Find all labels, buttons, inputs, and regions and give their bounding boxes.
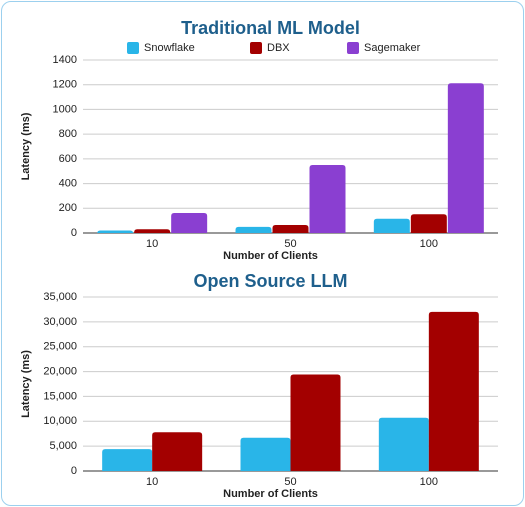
bar: [235, 226, 272, 233]
y-tick-label: 15,000: [43, 390, 77, 402]
y-tick-label: 200: [59, 202, 77, 214]
x-tick-label: 50: [284, 476, 296, 488]
legend-swatch: [347, 42, 359, 54]
legend-label: DBX: [267, 42, 290, 54]
x-tick-label: 100: [420, 238, 438, 250]
y-tick-label: 1200: [53, 79, 77, 91]
y-tick-label: 600: [59, 153, 77, 165]
x-axis-title: Number of Clients: [223, 488, 318, 500]
y-tick-label: 25,000: [43, 341, 77, 353]
x-tick-label: 10: [146, 476, 158, 488]
bar: [290, 374, 341, 471]
y-tick-label: 35,000: [43, 291, 77, 303]
bar: [428, 311, 479, 471]
y-tick-label: 0: [71, 227, 77, 239]
bar: [447, 83, 484, 233]
x-tick-label: 10: [146, 238, 158, 250]
bar: [152, 432, 203, 471]
legend-label: Sagemaker: [364, 42, 421, 54]
bar: [171, 212, 208, 233]
bar: [373, 218, 410, 233]
bar: [272, 224, 309, 233]
y-tick-label: 20,000: [43, 365, 77, 377]
x-tick-label: 100: [420, 476, 438, 488]
bar: [309, 165, 346, 233]
bar: [102, 449, 153, 471]
chart-title: Open Source LLM: [193, 271, 347, 291]
y-axis-title: Latency (ms): [20, 350, 32, 418]
y-tick-label: 800: [59, 128, 77, 140]
x-tick-label: 50: [284, 238, 296, 250]
y-tick-label: 0: [71, 465, 77, 477]
bar: [240, 437, 291, 471]
y-tick-label: 400: [59, 177, 77, 189]
y-tick-label: 5,000: [49, 440, 77, 452]
y-tick-label: 1000: [53, 103, 77, 115]
bar: [134, 229, 171, 233]
y-axis-title: Latency (ms): [20, 112, 32, 180]
x-axis-title: Number of Clients: [223, 250, 318, 262]
legend-swatch: [250, 42, 262, 54]
bar: [378, 417, 429, 471]
y-tick-label: 10,000: [43, 415, 77, 427]
bar: [97, 230, 134, 234]
legend-swatch: [127, 42, 139, 54]
y-tick-label: 30,000: [43, 316, 77, 328]
chart-title: Traditional ML Model: [181, 18, 360, 38]
y-tick-label: 1400: [53, 54, 77, 66]
bar: [410, 214, 447, 233]
legend-label: Snowflake: [144, 42, 195, 54]
